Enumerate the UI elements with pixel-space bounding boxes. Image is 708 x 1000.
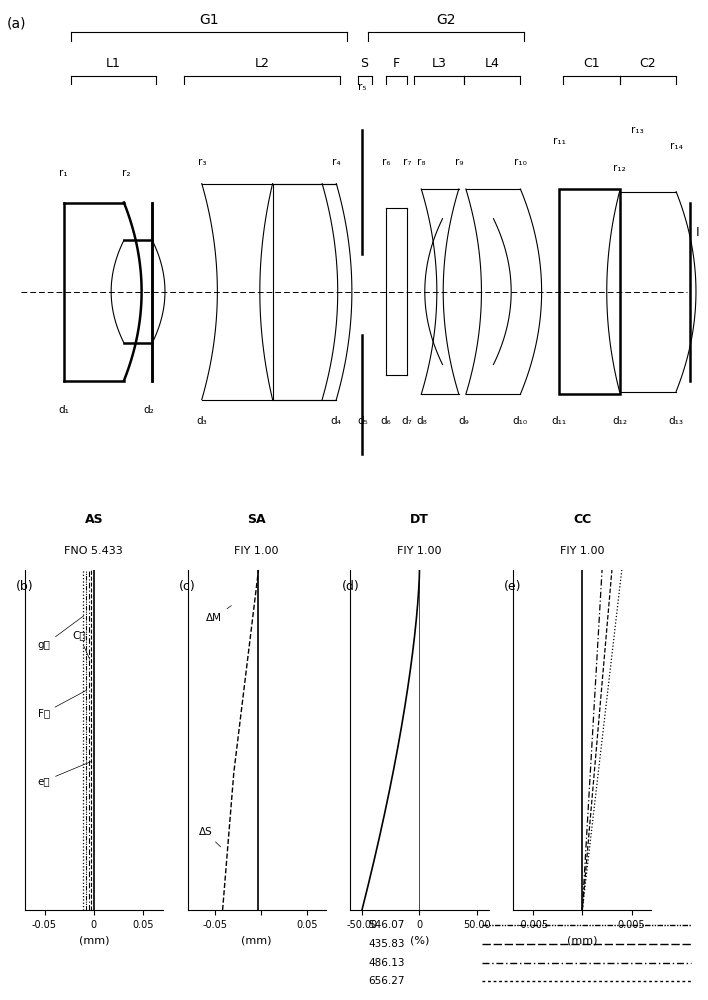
Text: FIY 1.00: FIY 1.00 bbox=[397, 546, 442, 556]
Text: (b): (b) bbox=[16, 580, 33, 593]
Text: I: I bbox=[696, 226, 700, 239]
Text: FIY 1.00: FIY 1.00 bbox=[560, 546, 605, 556]
Text: FNO 5.433: FNO 5.433 bbox=[64, 546, 123, 556]
Text: (d): (d) bbox=[341, 580, 359, 593]
Text: r₃: r₃ bbox=[198, 157, 206, 167]
Text: d₁₁: d₁₁ bbox=[552, 416, 567, 426]
Text: d₃: d₃ bbox=[196, 416, 207, 426]
Text: r₂: r₂ bbox=[122, 168, 130, 178]
Text: d₁₀: d₁₀ bbox=[513, 416, 528, 426]
Text: d₄: d₄ bbox=[331, 416, 342, 426]
X-axis label: (mm): (mm) bbox=[79, 935, 109, 945]
Text: DT: DT bbox=[410, 513, 429, 526]
Text: d₁₃: d₁₃ bbox=[668, 416, 684, 426]
Text: (a): (a) bbox=[7, 16, 27, 30]
Text: r₄: r₄ bbox=[332, 157, 341, 167]
Text: d₁: d₁ bbox=[58, 405, 69, 415]
Text: r₇: r₇ bbox=[403, 157, 411, 167]
Text: ΔS: ΔS bbox=[199, 827, 221, 847]
Text: G2: G2 bbox=[436, 13, 456, 27]
Text: L1: L1 bbox=[105, 57, 121, 70]
Text: C2: C2 bbox=[639, 57, 656, 70]
Text: d₇: d₇ bbox=[401, 416, 413, 426]
Text: d₈: d₈ bbox=[416, 416, 427, 426]
X-axis label: (%): (%) bbox=[410, 935, 429, 945]
Text: S: S bbox=[360, 57, 369, 70]
Text: e线: e线 bbox=[38, 761, 91, 786]
Text: d₅: d₅ bbox=[357, 416, 368, 426]
Text: d₆: d₆ bbox=[380, 416, 392, 426]
Text: r₆: r₆ bbox=[382, 157, 390, 167]
Text: L4: L4 bbox=[484, 57, 500, 70]
Text: 656.27: 656.27 bbox=[368, 976, 405, 986]
Text: r₁₁: r₁₁ bbox=[553, 136, 566, 146]
Text: AS: AS bbox=[84, 513, 103, 526]
Text: r₈: r₈ bbox=[417, 157, 426, 167]
Text: C1: C1 bbox=[583, 57, 600, 70]
Bar bbox=[559, 189, 620, 394]
Text: g线: g线 bbox=[38, 616, 84, 650]
Text: SA: SA bbox=[247, 513, 266, 526]
Text: F线: F线 bbox=[38, 690, 86, 718]
Text: 486.13: 486.13 bbox=[368, 958, 405, 968]
Text: (e): (e) bbox=[504, 580, 522, 593]
Text: G1: G1 bbox=[199, 13, 219, 27]
Text: r₁₂: r₁₂ bbox=[613, 163, 626, 173]
Text: r₁₀: r₁₀ bbox=[514, 157, 527, 167]
Text: CC: CC bbox=[573, 513, 591, 526]
X-axis label: (mm): (mm) bbox=[567, 935, 598, 945]
Text: r₁: r₁ bbox=[59, 168, 68, 178]
Text: r₁₄: r₁₄ bbox=[670, 141, 683, 151]
Text: 435.83: 435.83 bbox=[368, 939, 405, 949]
Text: FIY 1.00: FIY 1.00 bbox=[234, 546, 279, 556]
Text: L3: L3 bbox=[431, 57, 447, 70]
X-axis label: (mm): (mm) bbox=[241, 935, 272, 945]
Text: r₅: r₅ bbox=[358, 82, 367, 92]
Text: r₉: r₉ bbox=[455, 157, 463, 167]
Text: d₁₂: d₁₂ bbox=[612, 416, 627, 426]
Text: r₁₃: r₁₃ bbox=[631, 125, 644, 135]
Text: d₉: d₉ bbox=[458, 416, 469, 426]
Text: F: F bbox=[393, 57, 400, 70]
Text: 546.07: 546.07 bbox=[368, 920, 404, 930]
Text: d₂: d₂ bbox=[143, 405, 154, 415]
Text: C线: C线 bbox=[72, 630, 90, 659]
Text: ΔM: ΔM bbox=[206, 606, 232, 623]
Text: (c): (c) bbox=[178, 580, 195, 593]
Text: L2: L2 bbox=[254, 57, 270, 70]
